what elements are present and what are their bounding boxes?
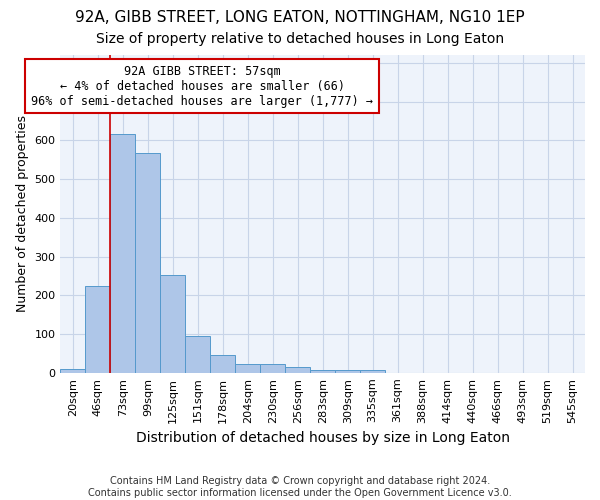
Bar: [260, 364, 285, 373]
X-axis label: Distribution of detached houses by size in Long Eaton: Distribution of detached houses by size …: [136, 431, 510, 445]
Bar: [110, 134, 136, 373]
Text: 92A, GIBB STREET, LONG EATON, NOTTINGHAM, NG10 1EP: 92A, GIBB STREET, LONG EATON, NOTTINGHAM…: [75, 10, 525, 25]
Bar: [185, 336, 211, 373]
Bar: [235, 364, 260, 373]
Bar: [160, 275, 185, 373]
Bar: [335, 370, 360, 373]
Text: 92A GIBB STREET: 57sqm
← 4% of detached houses are smaller (66)
96% of semi-deta: 92A GIBB STREET: 57sqm ← 4% of detached …: [31, 64, 373, 108]
Bar: [211, 356, 235, 373]
Bar: [61, 369, 85, 373]
Text: Size of property relative to detached houses in Long Eaton: Size of property relative to detached ho…: [96, 32, 504, 46]
Bar: [136, 152, 160, 373]
Bar: [360, 370, 385, 373]
Bar: [310, 370, 335, 373]
Text: Contains HM Land Registry data © Crown copyright and database right 2024.
Contai: Contains HM Land Registry data © Crown c…: [88, 476, 512, 498]
Bar: [285, 368, 310, 373]
Y-axis label: Number of detached properties: Number of detached properties: [16, 116, 29, 312]
Bar: [85, 286, 110, 373]
